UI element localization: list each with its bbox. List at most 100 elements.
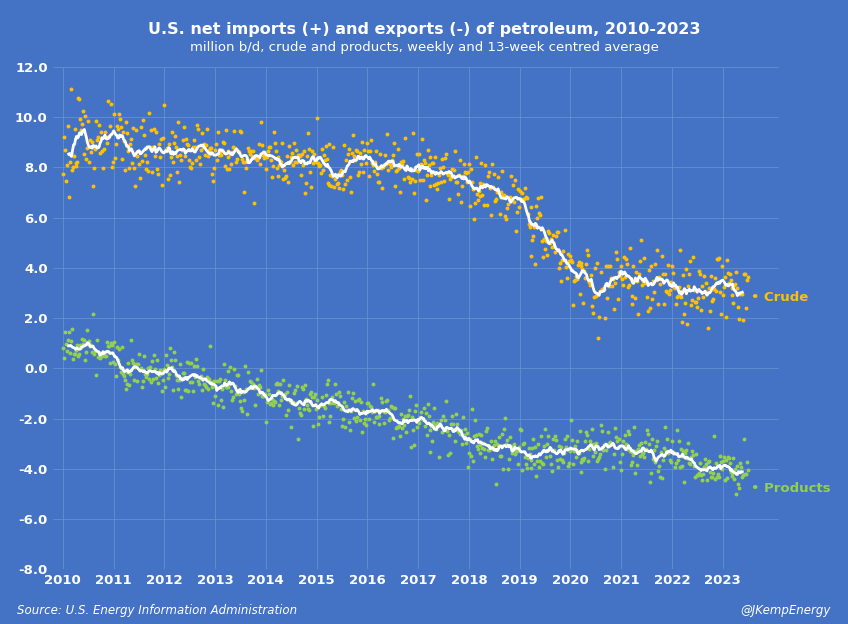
- Point: [288, 386, 302, 396]
- Point: [230, 157, 243, 167]
- Point: [487, 444, 500, 454]
- Point: [249, 151, 263, 161]
- Point: [124, 139, 137, 149]
- Point: [501, 464, 515, 474]
- Point: [495, 167, 509, 177]
- Point: [215, 402, 229, 412]
- Point: [500, 435, 514, 445]
- Point: [566, 446, 580, 456]
- Point: [671, 291, 684, 301]
- Point: [645, 434, 659, 444]
- Point: [173, 177, 187, 187]
- Point: [118, 375, 131, 385]
- Point: [265, 394, 278, 404]
- Point: [711, 469, 724, 479]
- Point: [332, 388, 346, 397]
- Point: [634, 235, 648, 245]
- Point: [468, 198, 482, 208]
- Point: [516, 439, 529, 449]
- Point: [619, 254, 633, 264]
- Point: [148, 351, 161, 361]
- Point: [333, 391, 347, 401]
- Point: [376, 183, 389, 193]
- Point: [639, 444, 653, 454]
- Point: [463, 434, 477, 444]
- Point: [77, 336, 91, 346]
- Point: [309, 157, 322, 167]
- Point: [712, 472, 726, 482]
- Point: [104, 99, 118, 109]
- Point: [607, 304, 621, 314]
- Point: [564, 415, 577, 425]
- Point: [631, 276, 644, 286]
- Point: [625, 457, 639, 467]
- Point: [211, 399, 225, 409]
- Point: [143, 362, 157, 372]
- Point: [340, 406, 354, 416]
- Point: [469, 152, 483, 162]
- Point: [494, 209, 507, 219]
- Point: [695, 475, 709, 485]
- Point: [408, 177, 421, 187]
- Point: [301, 404, 315, 414]
- Point: [267, 127, 281, 137]
- Point: [336, 421, 349, 431]
- Point: [547, 241, 561, 251]
- Point: [544, 238, 557, 248]
- Point: [258, 152, 271, 162]
- Point: [311, 158, 325, 168]
- Point: [447, 165, 460, 175]
- Point: [160, 143, 174, 153]
- Point: [683, 459, 697, 469]
- Point: [70, 340, 84, 350]
- Point: [404, 442, 418, 452]
- Point: [192, 124, 205, 134]
- Point: [704, 271, 717, 281]
- Point: [204, 143, 218, 153]
- Point: [551, 227, 565, 237]
- Point: [697, 462, 711, 472]
- Point: [90, 135, 103, 145]
- Point: [317, 150, 331, 160]
- Point: [300, 150, 314, 160]
- Point: [488, 196, 502, 206]
- Point: [475, 158, 488, 168]
- Point: [609, 247, 622, 257]
- Point: [535, 236, 549, 246]
- Point: [600, 293, 614, 303]
- Point: [527, 222, 541, 232]
- Point: [315, 392, 328, 402]
- Point: [214, 150, 227, 160]
- Point: [739, 469, 753, 479]
- Point: [295, 149, 309, 158]
- Point: [282, 142, 296, 152]
- Point: [353, 416, 366, 426]
- Point: [400, 411, 414, 421]
- Point: [646, 454, 660, 464]
- Point: [139, 371, 153, 381]
- Point: [714, 309, 728, 319]
- Point: [369, 146, 382, 156]
- Point: [678, 309, 691, 319]
- Point: [332, 398, 345, 408]
- Point: [358, 151, 371, 161]
- Point: [206, 175, 220, 185]
- Point: [60, 346, 74, 356]
- Point: [480, 180, 494, 190]
- Point: [496, 464, 510, 474]
- Point: [662, 289, 676, 299]
- Point: [181, 386, 195, 396]
- Point: [672, 245, 686, 255]
- Point: [207, 376, 220, 386]
- Point: [226, 392, 240, 402]
- Point: [206, 397, 220, 407]
- Point: [406, 128, 420, 138]
- Point: [133, 364, 147, 374]
- Point: [518, 452, 532, 462]
- Point: [572, 289, 586, 299]
- Point: [469, 430, 483, 440]
- Point: [613, 457, 627, 467]
- Point: [566, 276, 580, 286]
- Point: [590, 258, 604, 268]
- Point: [313, 160, 326, 170]
